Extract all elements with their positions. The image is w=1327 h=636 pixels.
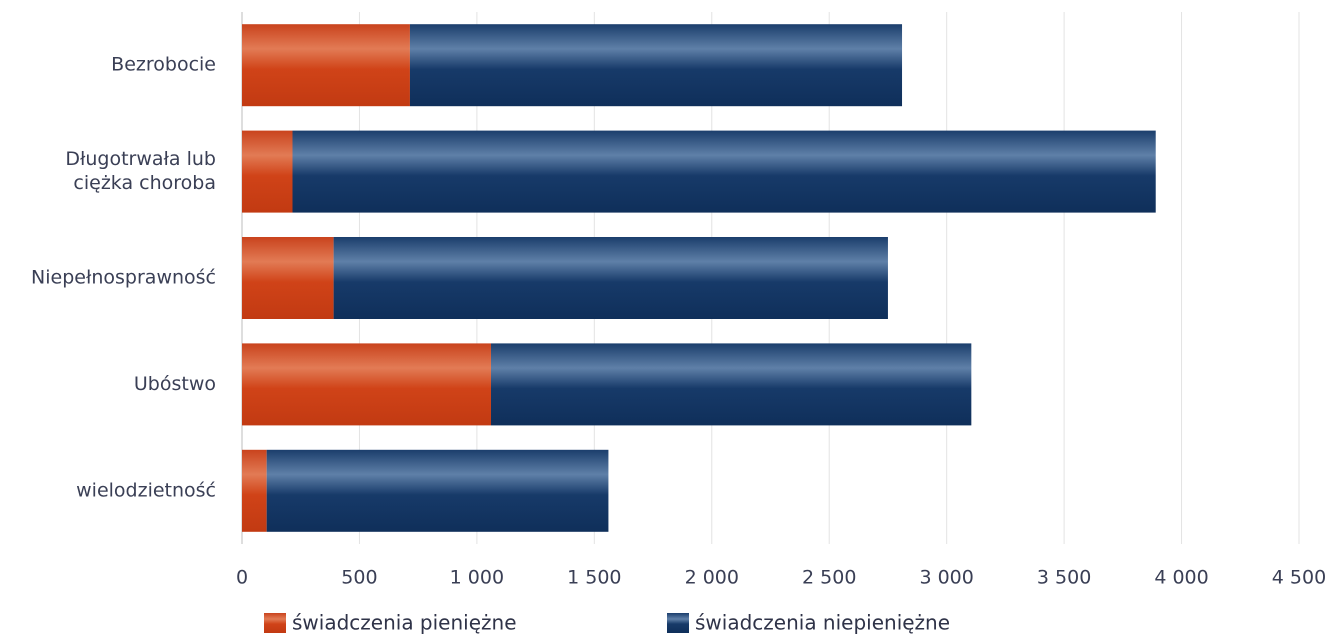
legend: świadczenia pieniężne świadczenia niepien… xyxy=(264,611,950,635)
bar-segment xyxy=(292,130,1156,213)
category-label: Bezrobocie xyxy=(111,54,216,76)
bar-segment xyxy=(242,130,293,213)
category-label: wielodzietność xyxy=(76,479,216,501)
category-label: Niepełnosprawność xyxy=(31,267,216,289)
bar-segment xyxy=(242,24,410,107)
x-tick-label: 3 000 xyxy=(919,567,973,589)
legend-swatch xyxy=(667,613,689,633)
x-tick-label: 1 500 xyxy=(567,567,621,589)
bars xyxy=(242,24,1156,532)
x-tick-label: 4 500 xyxy=(1272,567,1326,589)
legend-label: świadczenia niepieniężne xyxy=(695,611,950,635)
x-tick-label: 3 500 xyxy=(1037,567,1091,589)
bar-segment xyxy=(242,449,267,532)
category-label: Długotrwała lub xyxy=(65,148,216,170)
x-tick-label: 0 xyxy=(236,567,248,589)
x-axis-tick-labels: 0 500 1 000 1 500 2 000 2 500 3 000 3 500 4 000 4… xyxy=(236,567,1326,589)
bar-segment xyxy=(242,237,334,319)
bar-segment xyxy=(266,449,609,532)
legend-swatch xyxy=(264,613,286,633)
x-tick-label: 2 000 xyxy=(685,567,739,589)
x-tick-label: 500 xyxy=(341,567,377,589)
bar-segment xyxy=(242,343,491,426)
x-tick-label: 1 000 xyxy=(450,567,504,589)
bar-segment xyxy=(409,24,903,107)
bar-segment xyxy=(333,237,888,319)
category-label: Ubóstwo xyxy=(134,373,216,395)
x-tick-label: 4 000 xyxy=(1154,567,1208,589)
x-tick-label: 2 500 xyxy=(802,567,856,589)
bar-segment xyxy=(490,343,972,426)
legend-label: świadczenia pieniężne xyxy=(292,611,517,635)
category-label: ciężka choroba xyxy=(73,172,216,194)
